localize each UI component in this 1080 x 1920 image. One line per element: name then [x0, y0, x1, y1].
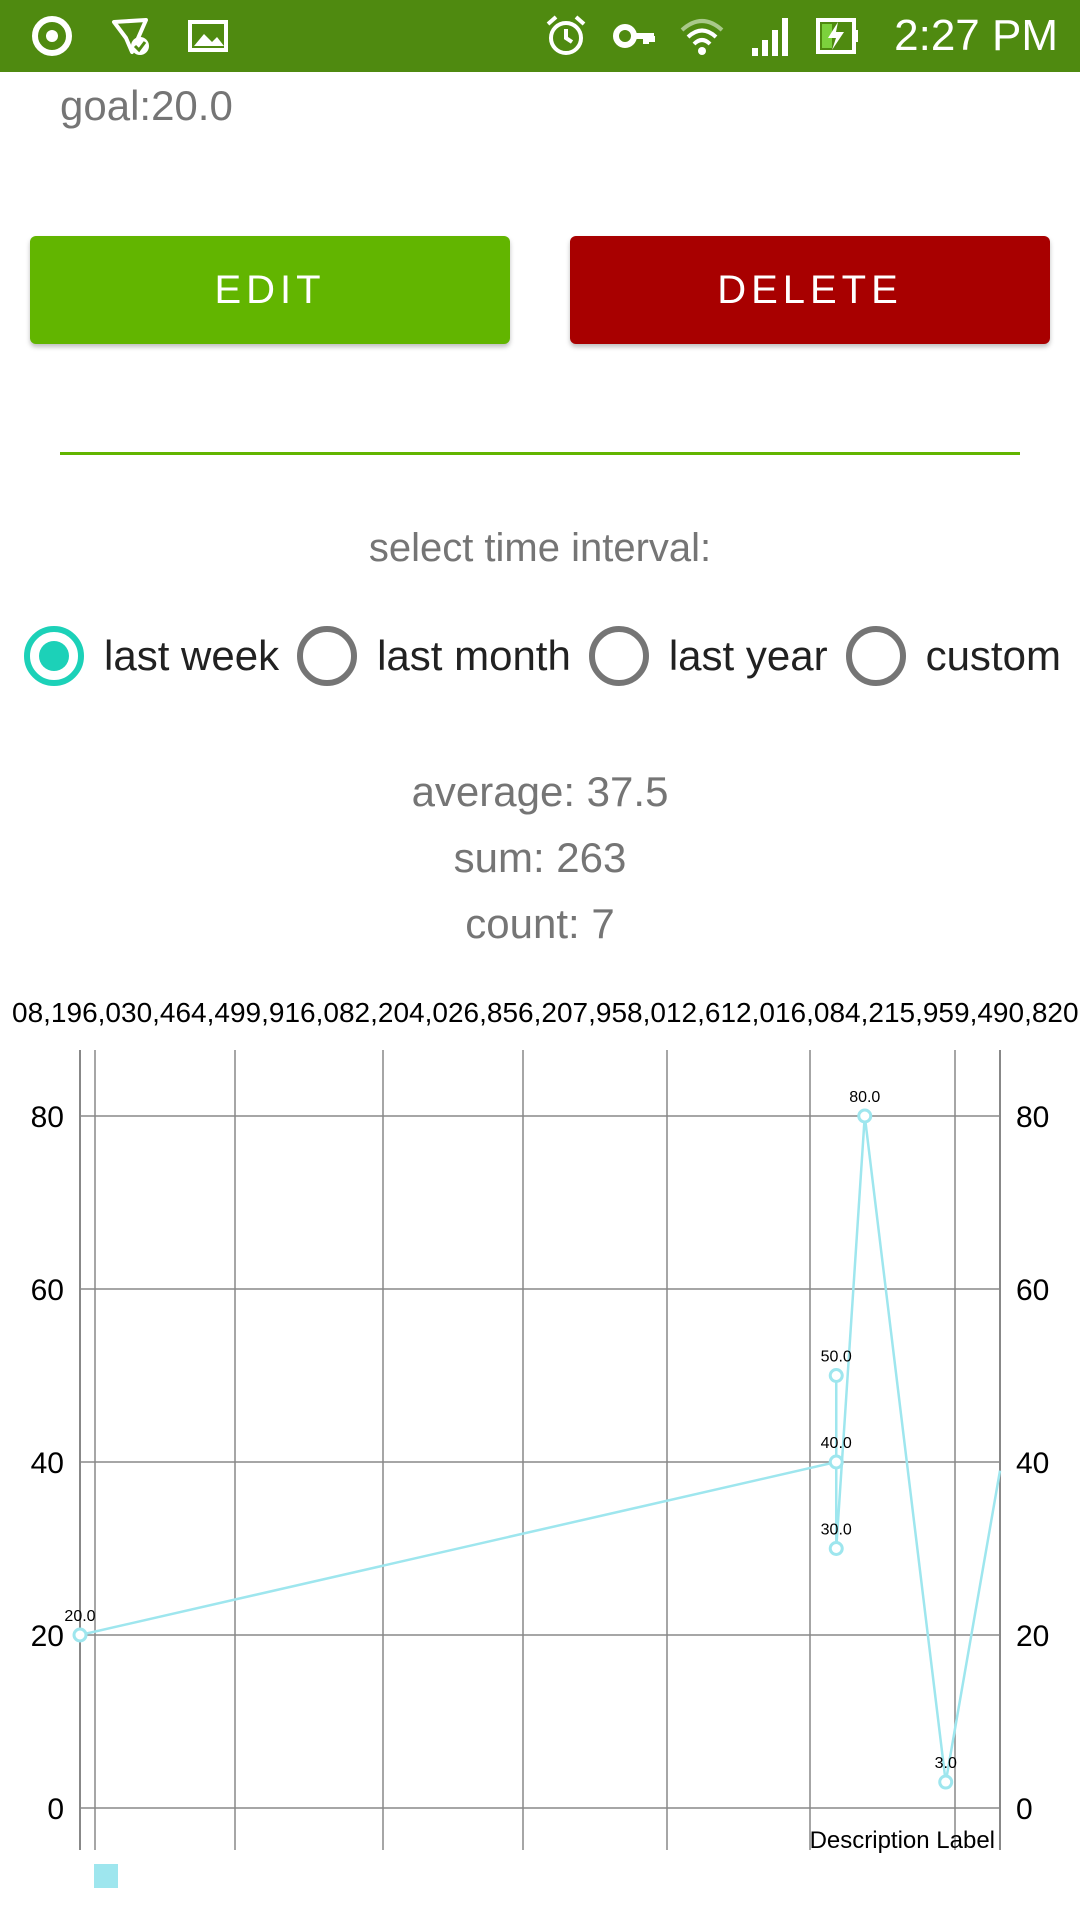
image-icon — [186, 14, 230, 58]
edit-button[interactable]: EDIT — [30, 236, 510, 344]
legend-swatch — [94, 1864, 118, 1888]
stat-sum: sum: 263 — [453, 834, 627, 881]
data-label: 50.0 — [821, 1349, 852, 1366]
data-point — [938, 1774, 954, 1790]
divider — [60, 452, 1020, 455]
chart-series: 20.0 40.0 50.0 30.0 80.0 3.0 — [64, 1089, 1002, 1790]
radio-label: last year — [668, 632, 828, 679]
wifi-icon — [680, 14, 724, 58]
data-point — [828, 1541, 844, 1556]
y-tick-left: 60 — [31, 1274, 64, 1307]
status-bar-right: 2:27 PM — [544, 0, 1058, 72]
y-tick-left: 40 — [31, 1447, 64, 1480]
radio-custom[interactable]: custom — [845, 626, 1061, 686]
stat-count: count: 7 — [465, 900, 615, 947]
series-line — [79, 1115, 1002, 1783]
radio-last-year[interactable]: last year — [588, 626, 828, 686]
location-check-icon — [108, 14, 152, 58]
key-icon — [612, 14, 656, 58]
interval-label: select time interval: — [368, 526, 712, 570]
battery-charging-icon — [816, 14, 860, 58]
chart-description: Description Label — [810, 1827, 995, 1854]
stat-average: average: 37.5 — [411, 768, 669, 815]
data-point — [828, 1454, 844, 1470]
radio-unchecked-icon[interactable] — [297, 626, 358, 686]
y-tick-right: 40 — [1016, 1447, 1049, 1480]
app-circle-icon — [30, 14, 74, 58]
radio-unchecked-icon[interactable] — [845, 626, 906, 686]
delete-button[interactable]: DELETE — [570, 236, 1050, 344]
data-point — [72, 1627, 88, 1643]
y-tick-left: 80 — [31, 1101, 64, 1134]
data-label: 3.0 — [935, 1755, 957, 1772]
radio-label: last week — [104, 632, 280, 679]
y-tick-left: 20 — [31, 1620, 64, 1653]
status-bar-left — [30, 0, 230, 72]
radio-label: last month — [377, 632, 571, 679]
y-tick-right: 0 — [1016, 1793, 1033, 1826]
y-tick-right: 80 — [1016, 1101, 1049, 1134]
y-tick-right: 20 — [1016, 1620, 1049, 1653]
status-bar: 2:27 PM — [0, 0, 1080, 72]
radio-last-month[interactable]: last month — [297, 626, 571, 686]
data-point — [828, 1368, 844, 1383]
y-tick-right: 60 — [1016, 1274, 1049, 1307]
y-axis-right: 0 20 40 60 80 — [1016, 1101, 1049, 1826]
line-chart[interactable]: 08,196,030,464,499,916,082,204,026,856,2… — [0, 990, 1080, 1890]
data-label: 30.0 — [821, 1522, 852, 1539]
radio-label: custom — [925, 632, 1061, 679]
data-label: 40.0 — [821, 1435, 852, 1452]
alarm-icon — [544, 14, 588, 58]
y-axis-left: 0 20 40 60 80 — [31, 1101, 64, 1826]
data-point — [857, 1108, 873, 1124]
radio-last-week[interactable]: last week — [24, 626, 279, 686]
data-label: 20.0 — [64, 1608, 95, 1625]
radio-checked-icon[interactable] — [24, 626, 84, 686]
chart-grid — [79, 1050, 1001, 1850]
chart-svg[interactable]: 08,196,030,464,499,916,082,204,026,856,2… — [0, 990, 1080, 1890]
goal-label: goal:20.0 — [60, 82, 233, 129]
top-axis-label: 08,196,030,464,499,916,082,204,026,856,2… — [12, 997, 1080, 1028]
radio-unchecked-icon[interactable] — [588, 626, 649, 686]
status-time: 2:27 PM — [894, 11, 1058, 60]
signal-icon — [748, 14, 792, 58]
y-tick-left: 0 — [47, 1793, 64, 1826]
time-interval-radio-group: last week last month last year custom — [24, 620, 1079, 692]
data-label: 80.0 — [849, 1089, 880, 1106]
